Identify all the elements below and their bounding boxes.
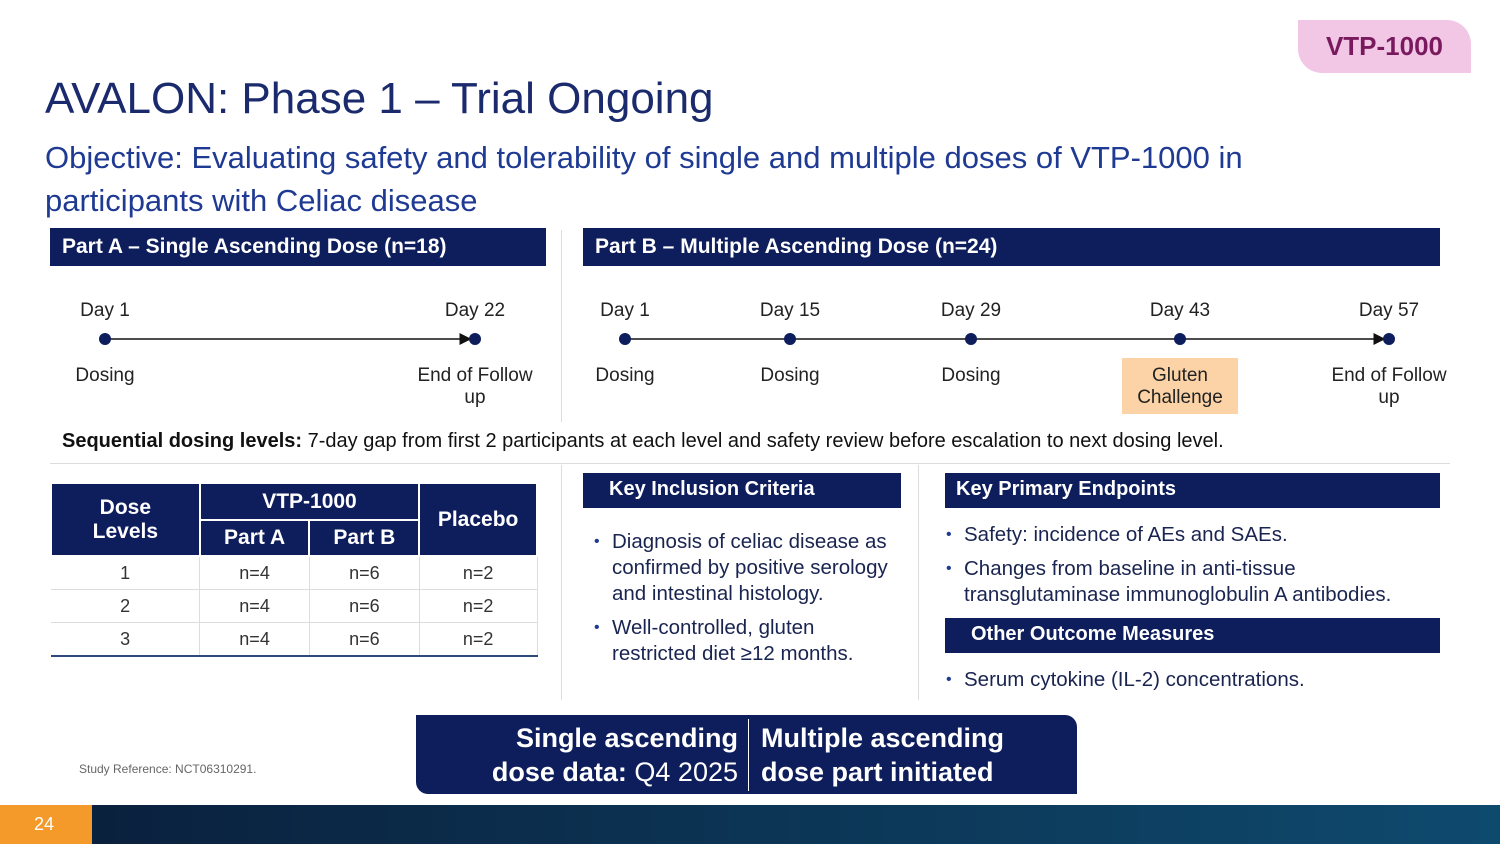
- milestone-label: Dosing: [595, 365, 655, 386]
- milestone-dot: [619, 333, 631, 345]
- table-cell: n=6: [309, 589, 420, 623]
- table-cell: n=6: [309, 556, 420, 590]
- milestone-label: Dosing: [941, 365, 1001, 386]
- bullet-item: Changes from baseline in anti-tissue tra…: [942, 556, 1442, 608]
- milestone-dot: [1174, 333, 1186, 345]
- table-row: 2 n=4 n=6 n=2: [51, 589, 538, 623]
- day-label: Day 29: [940, 300, 1002, 321]
- table-cell: 3: [51, 622, 201, 657]
- divider: [918, 465, 919, 700]
- milestone-dot: [965, 333, 977, 345]
- header-cell: Placebo: [418, 482, 538, 557]
- table-cell: n=2: [419, 589, 538, 623]
- bullet-item: Safety: incidence of AEs and SAEs.: [942, 522, 1442, 548]
- dose-table: Dose Levels VTP-1000 Placebo Part A Part B …: [50, 482, 538, 657]
- banner-right: Multiple ascending dose part initiated: [761, 723, 1005, 787]
- day-label: Day 1: [80, 300, 130, 321]
- milestone-label: Dosing: [75, 365, 135, 386]
- inclusion-header: Key Inclusion Criteria: [583, 473, 901, 508]
- table-cell: n=4: [199, 556, 310, 590]
- bullet-item: Well-controlled, gluten restricted diet …: [590, 615, 890, 667]
- table-row: 3 n=4 n=6 n=2: [51, 622, 538, 657]
- title: AVALON: Phase 1 – Trial Ongoing: [45, 74, 714, 123]
- banner-bold: Single ascending dose data:: [491, 723, 738, 787]
- header-cell: VTP-1000: [198, 482, 421, 521]
- milestone-dot: [469, 333, 481, 345]
- part-a-header: Part A – Single Ascending Dose (n=18): [50, 228, 546, 266]
- table-cell: 2: [51, 589, 201, 623]
- bullet-item: Serum cytokine (IL-2) concentrations.: [942, 667, 1442, 693]
- milestone-dot: [1383, 333, 1395, 345]
- day-label: Day 15: [759, 300, 821, 321]
- table-cell: n=4: [199, 589, 310, 623]
- table-cell: n=6: [309, 622, 420, 657]
- day-label: Day 43: [1149, 300, 1211, 321]
- milestone-label: End of Follow up: [417, 365, 533, 408]
- badge: VTP-1000: [1298, 20, 1471, 73]
- header-cell: Dose Levels: [50, 482, 201, 557]
- day-label: Day 22: [444, 300, 506, 321]
- table-row: 1 n=4 n=6 n=2: [51, 556, 538, 590]
- banner-left: Single ascending dose data: Q4 2025: [456, 721, 738, 789]
- banner-divider: [748, 719, 749, 791]
- sequential-lead: Sequential dosing levels:: [62, 430, 303, 452]
- milestone-dot: [99, 333, 111, 345]
- reference: Study Reference: NCT06310291.: [79, 762, 257, 776]
- divider: [561, 465, 562, 700]
- milestone-label: End of Follow up: [1331, 365, 1447, 408]
- header-cell: Part A: [198, 519, 311, 557]
- footer-bar: [0, 805, 1500, 844]
- day-label: Day 1: [600, 300, 650, 321]
- table-cell: 1: [51, 556, 201, 590]
- part-b-header: Part B – Multiple Ascending Dose (n=24): [583, 228, 1440, 266]
- banner: Single ascending dose data: Q4 2025 Mult…: [416, 715, 1077, 794]
- inclusion-list: Diagnosis of celiac disease as confirmed…: [590, 529, 890, 675]
- header-cell: Part B: [308, 519, 421, 557]
- day-label: Day 57: [1358, 300, 1420, 321]
- other-header: Other Outcome Measures: [945, 618, 1440, 653]
- bullet-item: Diagnosis of celiac disease as confirmed…: [590, 529, 890, 607]
- endpoints-list: Safety: incidence of AEs and SAEs. Change…: [942, 522, 1442, 616]
- milestone-label: Dosing: [760, 365, 820, 386]
- endpoints-header: Key Primary Endpoints: [945, 473, 1440, 508]
- divider: [561, 230, 562, 422]
- page-number: 24: [0, 805, 92, 844]
- table-cell: n=2: [419, 622, 538, 657]
- milestone-label: Gluten Challenge: [1122, 358, 1238, 414]
- banner-text: Q4 2025: [634, 757, 738, 787]
- table-cell: n=4: [199, 622, 310, 657]
- sequential-note: Sequential dosing levels: 7-day gap from…: [62, 430, 1462, 453]
- objective: Objective: Evaluating safety and tolerab…: [45, 140, 1243, 218]
- rule: [50, 463, 1450, 464]
- sequential-text: 7-day gap from first 2 participants at e…: [307, 430, 1224, 452]
- other-list: Serum cytokine (IL-2) concentrations.: [942, 667, 1442, 701]
- table-cell: n=2: [419, 556, 538, 590]
- milestone-dot: [784, 333, 796, 345]
